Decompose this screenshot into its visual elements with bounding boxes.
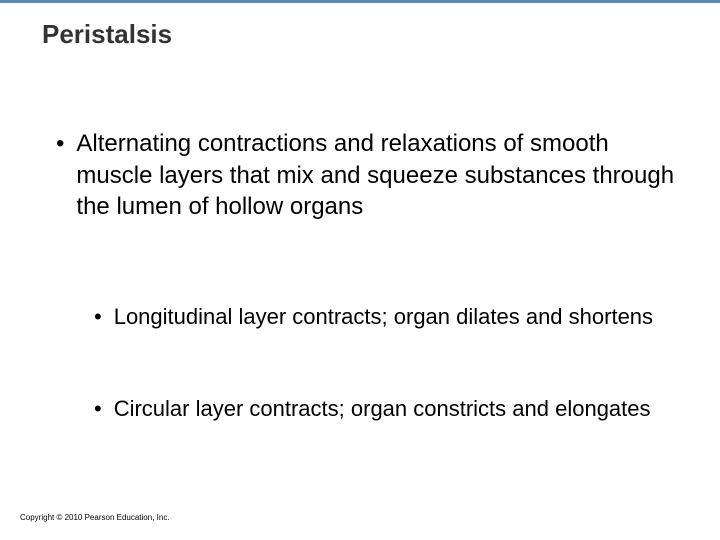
copyright-footer: Copyright © 2010 Pearson Education, Inc. (20, 513, 170, 522)
bullet-sub-text: Longitudinal layer contracts; organ dila… (114, 302, 653, 331)
content-sub-0: • Longitudinal layer contracts; organ di… (0, 302, 720, 332)
bullet-icon: • (94, 302, 102, 332)
bullet-main: • Alternating contractions and relaxatio… (0, 128, 720, 223)
bullet-icon: • (94, 394, 102, 424)
bullet-sub: • Circular layer contracts; organ constr… (0, 394, 720, 424)
title-bar: Peristalsis (0, 0, 720, 50)
bullet-main-text: Alternating contractions and relaxations… (76, 128, 680, 223)
bullet-icon: • (56, 128, 64, 160)
content-sub-1: • Circular layer contracts; organ constr… (0, 394, 720, 424)
bullet-sub: • Longitudinal layer contracts; organ di… (0, 302, 720, 332)
bullet-sub-text: Circular layer contracts; organ constric… (114, 394, 651, 423)
slide: Peristalsis • Alternating contractions a… (0, 0, 720, 540)
content-area: • Alternating contractions and relaxatio… (0, 128, 720, 223)
slide-title: Peristalsis (0, 3, 720, 50)
